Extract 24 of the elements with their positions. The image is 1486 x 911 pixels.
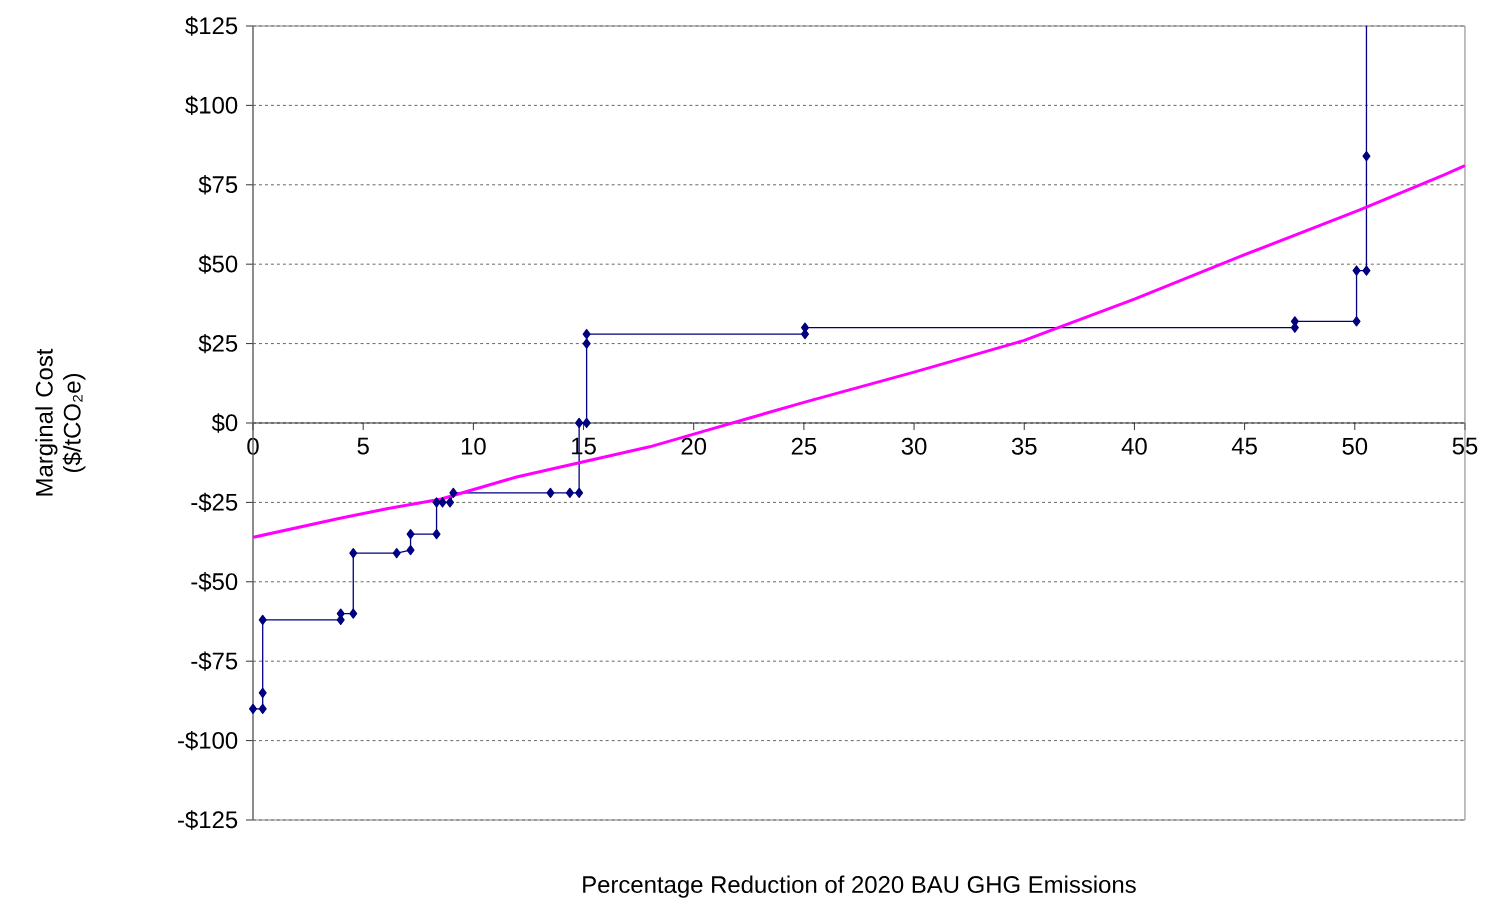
- y-tick-label: $125: [185, 16, 238, 36]
- x-tick-label: 25: [791, 437, 817, 455]
- x-tick-label: 30: [901, 437, 927, 455]
- y-tick-label: -$25: [191, 492, 238, 513]
- x-tick-label: 45: [1231, 437, 1257, 455]
- y-tick-label: $100: [185, 95, 238, 116]
- x-tick-label: 20: [681, 437, 707, 455]
- y-tick-label: $50: [198, 254, 238, 274]
- x-tick-label: 5: [357, 437, 369, 455]
- x-tick-label: 40: [1121, 437, 1147, 455]
- y-tick-label: $25: [198, 333, 238, 354]
- x-tick-label: 50: [1342, 437, 1368, 455]
- x-tick-label: 55: [1452, 437, 1478, 455]
- x-tick-label: 35: [1011, 437, 1037, 455]
- x-tick-label: 10: [461, 437, 486, 455]
- x-axis-title: Percentage Reduction of 2020 BAU GHG Emissions: [583, 875, 1136, 898]
- y-tick-label: $75: [198, 175, 238, 195]
- y-tick-label: -$50: [191, 572, 238, 592]
- y-tick-label: $0: [211, 413, 238, 433]
- y-tick-label: -$125: [178, 810, 238, 830]
- y-tick-label: -$100: [178, 730, 238, 751]
- y-tick-label: -$75: [191, 651, 238, 671]
- y-axis-title: Marginal Cost ($/tCO₂e): [35, 348, 86, 496]
- x-tick-label: 0: [247, 437, 259, 455]
